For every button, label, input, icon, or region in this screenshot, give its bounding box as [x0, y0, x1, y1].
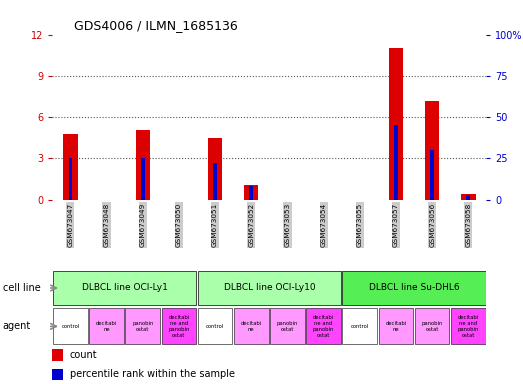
Text: agent: agent — [3, 321, 31, 331]
Text: panobin
ostat: panobin ostat — [277, 321, 298, 332]
Text: GSM673055: GSM673055 — [357, 203, 363, 247]
Text: GSM673056: GSM673056 — [429, 203, 435, 247]
FancyBboxPatch shape — [234, 308, 269, 344]
Text: GSM673053: GSM673053 — [285, 203, 290, 247]
Bar — [141, 158, 144, 200]
Bar — [63, 134, 77, 200]
FancyBboxPatch shape — [270, 308, 305, 344]
FancyBboxPatch shape — [89, 308, 124, 344]
Text: decitabi
ne and
panobin
ostat: decitabi ne and panobin ostat — [458, 315, 479, 338]
Bar — [69, 158, 72, 200]
Text: decitabi
ne: decitabi ne — [241, 321, 262, 332]
Text: DLBCL line Su-DHL6: DLBCL line Su-DHL6 — [369, 283, 459, 293]
Text: GSM673057: GSM673057 — [393, 203, 399, 247]
Text: percentile rank within the sample: percentile rank within the sample — [70, 369, 235, 379]
FancyBboxPatch shape — [198, 308, 232, 344]
FancyBboxPatch shape — [306, 308, 341, 344]
FancyBboxPatch shape — [379, 308, 413, 344]
FancyBboxPatch shape — [53, 271, 196, 305]
Text: GSM673047: GSM673047 — [67, 203, 73, 247]
Text: count: count — [70, 350, 97, 360]
Text: GSM673050: GSM673050 — [176, 203, 182, 247]
Text: control: control — [61, 324, 79, 329]
Bar — [389, 48, 403, 200]
Text: GSM673051: GSM673051 — [212, 203, 218, 247]
Bar — [244, 185, 258, 200]
Text: panobin
ostat: panobin ostat — [422, 321, 443, 332]
Bar — [208, 138, 222, 200]
FancyBboxPatch shape — [415, 308, 449, 344]
Text: GSM673048: GSM673048 — [104, 203, 109, 247]
Text: GSM673049: GSM673049 — [140, 203, 146, 247]
Bar — [52, 349, 63, 361]
Text: GSM673052: GSM673052 — [248, 203, 254, 247]
Text: GDS4006 / ILMN_1685136: GDS4006 / ILMN_1685136 — [74, 19, 238, 32]
FancyBboxPatch shape — [162, 308, 196, 344]
FancyBboxPatch shape — [451, 308, 486, 344]
Bar — [213, 163, 217, 200]
Bar — [430, 150, 434, 200]
Text: decitabi
ne and
panobin
ostat: decitabi ne and panobin ostat — [313, 315, 334, 338]
Text: panobin
ostat: panobin ostat — [132, 321, 153, 332]
FancyBboxPatch shape — [343, 271, 486, 305]
Bar — [135, 129, 150, 200]
Text: DLBCL line OCI-Ly10: DLBCL line OCI-Ly10 — [223, 283, 315, 293]
Bar — [249, 187, 253, 200]
Text: DLBCL line OCI-Ly1: DLBCL line OCI-Ly1 — [82, 283, 167, 293]
Text: decitabi
ne: decitabi ne — [96, 321, 117, 332]
Bar — [425, 101, 439, 200]
Bar — [394, 125, 398, 200]
Text: control: control — [206, 324, 224, 329]
FancyBboxPatch shape — [126, 308, 160, 344]
Bar — [52, 369, 63, 380]
Text: control: control — [350, 324, 369, 329]
Text: decitabi
ne and
panobin
ostat: decitabi ne and panobin ostat — [168, 315, 190, 338]
Text: GSM673058: GSM673058 — [465, 203, 471, 247]
Bar — [461, 194, 475, 200]
Text: cell line: cell line — [3, 283, 40, 293]
FancyBboxPatch shape — [343, 308, 377, 344]
Bar — [467, 195, 470, 200]
FancyBboxPatch shape — [53, 308, 88, 344]
FancyBboxPatch shape — [198, 271, 341, 305]
Text: decitabi
ne: decitabi ne — [385, 321, 406, 332]
Text: GSM673054: GSM673054 — [321, 203, 326, 247]
